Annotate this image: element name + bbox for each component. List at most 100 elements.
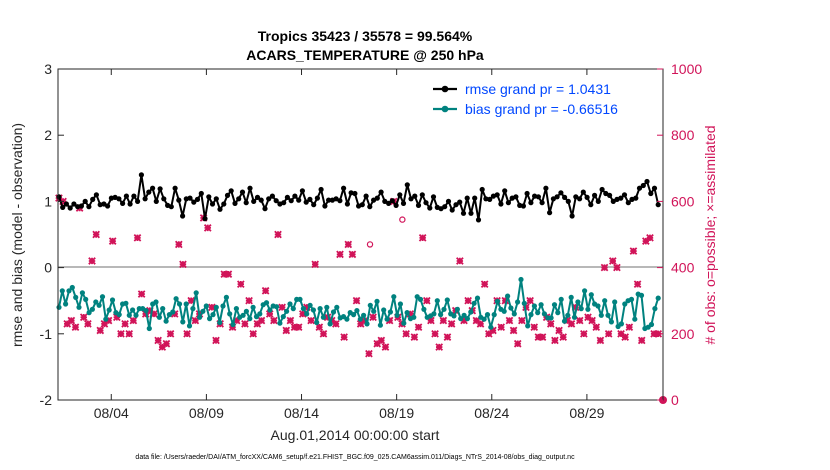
bias-point bbox=[56, 304, 62, 310]
bias-point bbox=[565, 312, 571, 318]
x-axis-label: Aug.01,2014 00:00:00 start bbox=[271, 427, 440, 443]
obs-count-marker bbox=[422, 296, 431, 305]
rmse-point bbox=[60, 204, 66, 210]
bias-point bbox=[66, 288, 72, 294]
bias-point bbox=[518, 276, 524, 283]
bias-point bbox=[160, 306, 166, 312]
rmse-point bbox=[528, 200, 534, 206]
rmse-point bbox=[569, 213, 575, 219]
bias-point bbox=[79, 290, 85, 296]
obs-count-dot bbox=[139, 291, 144, 297]
bias-point bbox=[438, 312, 444, 318]
x-tick-label: 08/14 bbox=[284, 405, 319, 421]
rmse-point bbox=[303, 199, 309, 205]
bias-point bbox=[578, 306, 584, 312]
bias-point bbox=[464, 316, 470, 322]
obs-count-dot bbox=[445, 334, 450, 340]
bias-point bbox=[561, 318, 568, 324]
rmse-point bbox=[640, 182, 646, 189]
rmse-point bbox=[607, 192, 613, 198]
obs-count-dot bbox=[536, 334, 541, 340]
rmse-point bbox=[513, 194, 519, 200]
obs-count-marker bbox=[476, 320, 485, 328]
bias-point bbox=[491, 312, 497, 318]
obs-count-marker bbox=[220, 270, 229, 279]
rmse-point bbox=[150, 185, 156, 191]
obs-count-marker bbox=[241, 320, 249, 328]
obs-count-dot bbox=[432, 331, 438, 336]
obs-count-marker bbox=[265, 310, 274, 318]
obs-count-dot bbox=[614, 265, 620, 270]
bias-point bbox=[605, 312, 611, 318]
bias-point bbox=[551, 302, 558, 308]
bias-point bbox=[307, 302, 313, 308]
bias-point bbox=[223, 294, 229, 300]
obs-count-marker bbox=[608, 257, 617, 265]
obs-count-dot bbox=[135, 235, 140, 241]
rmse-point bbox=[445, 198, 452, 204]
rmse-point bbox=[487, 196, 493, 202]
bias-point bbox=[612, 299, 618, 305]
rmse-point bbox=[153, 198, 159, 204]
obs-count-marker bbox=[580, 329, 588, 338]
bias-point bbox=[652, 306, 658, 312]
rmse-point bbox=[63, 201, 69, 207]
bias-point bbox=[361, 312, 367, 318]
obs-count-dot bbox=[647, 235, 653, 241]
obs-count-dot bbox=[267, 311, 272, 317]
obs-count-marker bbox=[319, 329, 328, 338]
rmse-point bbox=[393, 202, 399, 208]
rmse-point bbox=[191, 199, 197, 205]
obs-count-marker bbox=[629, 247, 638, 255]
bias-point bbox=[417, 296, 424, 302]
obs-count-marker bbox=[365, 349, 373, 358]
rmse-point bbox=[547, 210, 553, 216]
obs-count-marker bbox=[187, 296, 196, 305]
rmse-point bbox=[161, 196, 167, 202]
bias-point bbox=[176, 301, 183, 307]
obs-count-dot bbox=[284, 328, 289, 333]
obs-count-dot bbox=[234, 318, 239, 323]
rmse-point bbox=[460, 210, 467, 216]
obs-count-marker bbox=[212, 336, 220, 345]
rmse-point bbox=[520, 203, 527, 209]
obs-count-marker bbox=[369, 313, 377, 322]
bias-point bbox=[86, 310, 92, 316]
obs-count-dot bbox=[366, 351, 372, 356]
obs-count-dot bbox=[651, 331, 657, 336]
obs-count-marker bbox=[381, 343, 390, 351]
rmse-point bbox=[554, 194, 560, 200]
obs-count-marker bbox=[183, 329, 191, 338]
obs-count-marker bbox=[526, 296, 534, 305]
obs-count-dot bbox=[540, 334, 545, 340]
obs-count-marker bbox=[174, 240, 183, 249]
bias-series bbox=[56, 276, 661, 332]
bias-point bbox=[203, 303, 209, 309]
rmse-point bbox=[374, 195, 380, 201]
obs-count-marker bbox=[208, 303, 216, 312]
obs-count-dot bbox=[436, 344, 442, 350]
obs-count-marker bbox=[257, 316, 266, 325]
legend-bias-label: bias grand pr = -0.66516 bbox=[465, 101, 618, 117]
bias-point bbox=[290, 306, 296, 312]
obs-count-marker bbox=[551, 336, 559, 345]
obs-count-dot bbox=[532, 324, 537, 330]
obs-count-dot bbox=[527, 298, 533, 303]
obs-count-dot bbox=[184, 331, 190, 336]
bias-point bbox=[351, 312, 357, 318]
obs-count-marker bbox=[232, 316, 241, 325]
bias-point bbox=[632, 316, 638, 322]
rmse-point bbox=[243, 200, 249, 206]
obs-count-marker bbox=[336, 250, 344, 259]
bias-point bbox=[622, 301, 628, 307]
obs-count-marker bbox=[278, 303, 286, 312]
obs-count-dot bbox=[89, 258, 95, 264]
rmse-point bbox=[202, 216, 208, 222]
rmse-point bbox=[412, 193, 418, 199]
obs-count-dot bbox=[337, 252, 343, 257]
rmse-point bbox=[595, 198, 601, 204]
obs-count-marker bbox=[108, 237, 117, 245]
rmse-point bbox=[224, 192, 231, 198]
rmse-point bbox=[146, 189, 152, 195]
